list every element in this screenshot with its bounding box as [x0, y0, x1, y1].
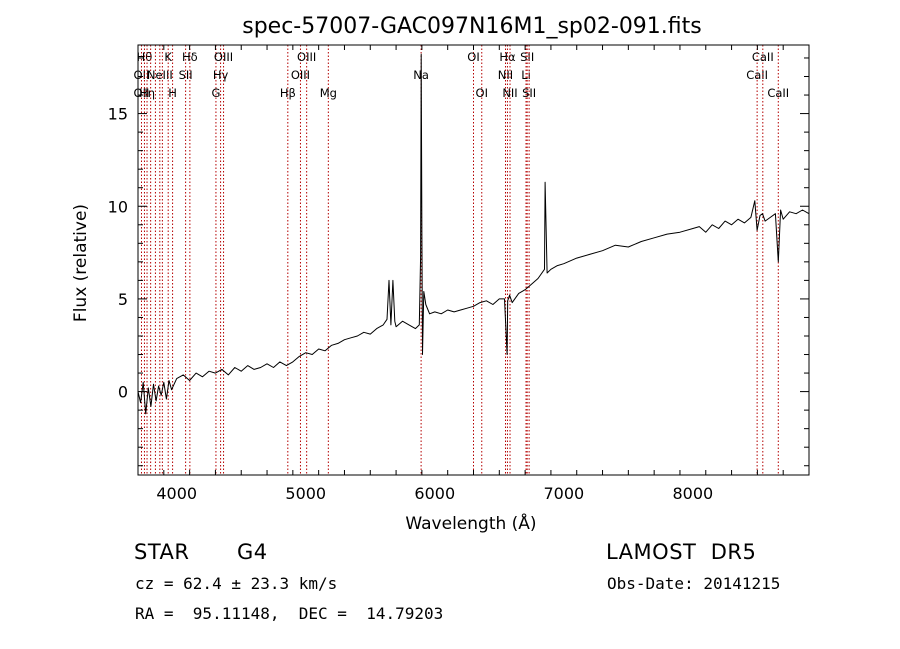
- spectral-line-label: Hα: [499, 50, 516, 64]
- x-tick-label: 7000: [543, 484, 584, 503]
- spectral-line-label: SII: [520, 50, 534, 64]
- spectral-line-label: Hδ: [182, 50, 198, 64]
- spectral-line-label: K: [164, 50, 172, 64]
- object-class: STAR: [134, 540, 190, 564]
- chart-title: spec-57007-GAC097N16M1_sp02-091.fits: [242, 14, 702, 39]
- x-tick-label: 5000: [285, 484, 326, 503]
- spectral-line-label: CaII: [746, 68, 768, 82]
- plot-axes: 4000 5000 6000 7000 8000 0 5 10 15: [108, 44, 810, 503]
- spectral-line-label: OI: [467, 50, 479, 64]
- spectrum-line: [137, 53, 810, 415]
- y-tick-label: 5: [118, 290, 128, 309]
- observation-date: Obs-Date: 20141215: [607, 574, 781, 593]
- spectral-line-markers: OIIOIIHθHηNeIIIKHSIIHδGHγOIIIHβOIIIOIIIM…: [134, 45, 789, 475]
- spectral-line-label: H: [168, 86, 177, 100]
- spectral-line-label: OIII: [291, 68, 310, 82]
- spectral-line-label: Hγ: [213, 68, 229, 82]
- spectral-line-label: NeIII: [147, 68, 173, 82]
- spectral-line-label: SII: [179, 68, 193, 82]
- spectral-line-label: Hβ: [280, 86, 296, 100]
- y-tick-label: 10: [108, 197, 128, 216]
- spectral-line-label: G: [211, 86, 220, 100]
- spectral-line-label: Hη: [139, 86, 155, 100]
- x-axis-label: Wavelength (Å): [405, 512, 536, 534]
- x-tick-label: 4000: [156, 484, 197, 503]
- ra-dec-coordinates: RA = 95.11148, DEC = 14.79203: [135, 604, 444, 623]
- spectral-line-label: Mg: [320, 86, 337, 100]
- object-subclass: G4: [237, 540, 268, 564]
- spectral-line-label: OIII: [214, 50, 233, 64]
- spectral-line-label: CaII: [767, 86, 789, 100]
- spectral-line-label: Hθ: [137, 50, 153, 64]
- redshift-velocity: cz = 62.4 ± 23.3 km/s: [135, 574, 338, 593]
- y-tick-label: 0: [118, 383, 128, 402]
- y-axis-label: Flux (relative): [71, 204, 91, 322]
- spectral-line-label: SII: [522, 86, 536, 100]
- spectral-line-label: OIII: [297, 50, 316, 64]
- spectrum-series: [137, 53, 810, 415]
- spectral-line-label: CaII: [752, 50, 774, 64]
- spectral-line-label: Li: [521, 68, 531, 82]
- spectral-line-label: OI: [476, 86, 488, 100]
- x-tick-label: 6000: [414, 484, 455, 503]
- x-tick-label: 8000: [673, 484, 714, 503]
- spectral-line-label: NII: [502, 86, 517, 100]
- spectral-line-label: NII: [498, 68, 513, 82]
- y-tick-label: 15: [108, 105, 128, 124]
- survey-name: LAMOST DR5: [606, 540, 757, 564]
